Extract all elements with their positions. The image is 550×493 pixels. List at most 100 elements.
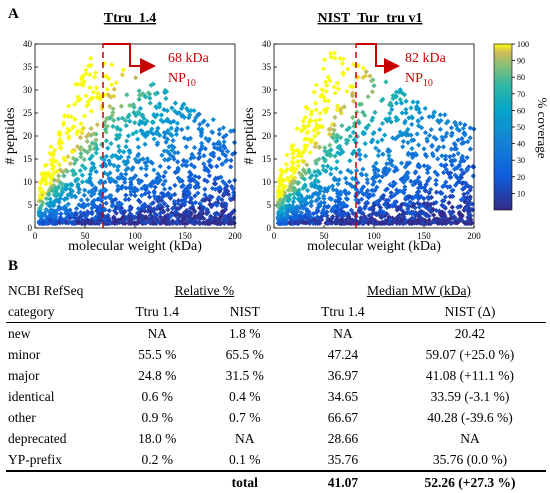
data-point [142,141,148,147]
data-point [313,107,319,113]
data-point [340,200,346,206]
data-point [419,115,425,121]
x-tick-label: 150 [417,231,431,241]
data-point [49,151,56,157]
data-point [88,62,94,68]
data-point [76,186,82,192]
data-point [322,107,328,113]
data-point [409,114,415,120]
table-row: deprecated 18.0 % NA 28.66 NA [6,428,546,449]
data-point [431,109,438,115]
data-point [115,186,121,192]
data-point [429,142,435,148]
data-point [362,153,369,159]
data-point [276,214,282,221]
data-point [107,103,113,110]
data-point [113,80,119,86]
row-category: minor [8,346,41,362]
data-point [197,201,203,207]
data-point [336,201,343,207]
data-point [37,219,43,225]
data-point [400,189,406,195]
data-point [378,98,385,104]
table-cell: 55.5 % [138,346,177,362]
data-point [320,167,327,173]
data-point [88,125,94,132]
data-point [389,106,395,113]
data-point [413,169,419,175]
data-point [316,156,322,163]
data-point [105,172,111,178]
data-point [62,185,69,191]
data-point [461,170,467,176]
data-point [81,79,87,85]
data-point [103,153,109,159]
data-point [443,120,450,126]
data-point [130,131,136,137]
data-point [296,220,302,226]
data-point [413,152,419,158]
data-point [172,150,178,156]
data-point [39,171,45,177]
y-tick-label: 0 [267,223,272,233]
data-point [161,173,167,180]
data-point [385,197,392,203]
data-point [127,118,133,124]
data-point [50,163,57,170]
data-point [297,191,303,197]
data-point [139,112,146,118]
data-point [375,212,382,218]
data-point [451,152,457,159]
data-point [461,158,467,164]
data-point [51,170,57,177]
data-point [127,150,133,156]
data-point [299,204,305,210]
data-point [408,105,414,111]
data-point [331,84,337,90]
data-point [398,100,405,106]
data-point [348,207,354,213]
data-point [128,189,134,195]
data-point [93,214,99,220]
data-point [400,138,407,145]
data-point [409,154,415,161]
y-tick-label: 5 [267,200,272,210]
data-point [67,207,73,213]
data-point [393,114,399,120]
data-point [351,98,357,104]
data-point [390,135,396,141]
colorbar-tick-label: 90 [517,57,525,66]
data-point [94,204,100,211]
data-point [462,199,468,205]
data-point [296,187,302,193]
data-point [412,219,419,225]
table-cell: 35.76 (0.0 %) [432,451,508,467]
data-point [375,202,382,208]
data-point [365,194,372,201]
data-point [161,186,168,192]
scatter-plot-ttru: Ttru_1.4 0 50 100 150 200 0 5 10 15 20 25 30 35 40 mo… [3,11,242,254]
data-point [446,200,452,206]
data-point [403,110,409,116]
data-point [362,112,368,118]
data-point [165,190,171,196]
data-point [322,98,328,104]
data-point [105,75,112,82]
data-point [183,144,189,150]
data-point [390,92,396,99]
data-point [61,173,67,179]
data-point [117,148,123,154]
data-point [325,220,331,226]
data-point [205,220,211,226]
data-point [354,109,360,115]
data-point [403,98,409,104]
data-point [47,180,53,186]
data-point [57,136,63,143]
data-point [151,167,157,173]
data-point [399,90,405,96]
y-tick-label: 0 [28,223,33,233]
data-point [135,159,142,165]
data-point [151,190,157,196]
data-point [449,188,455,194]
data-point [332,153,338,159]
